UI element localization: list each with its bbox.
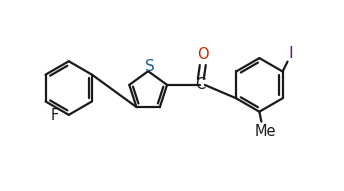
Text: Me: Me (255, 124, 276, 139)
Text: C: C (195, 77, 205, 92)
Text: I: I (288, 46, 293, 61)
Text: S: S (145, 59, 155, 74)
Text: F: F (51, 108, 59, 123)
Text: O: O (197, 47, 208, 62)
